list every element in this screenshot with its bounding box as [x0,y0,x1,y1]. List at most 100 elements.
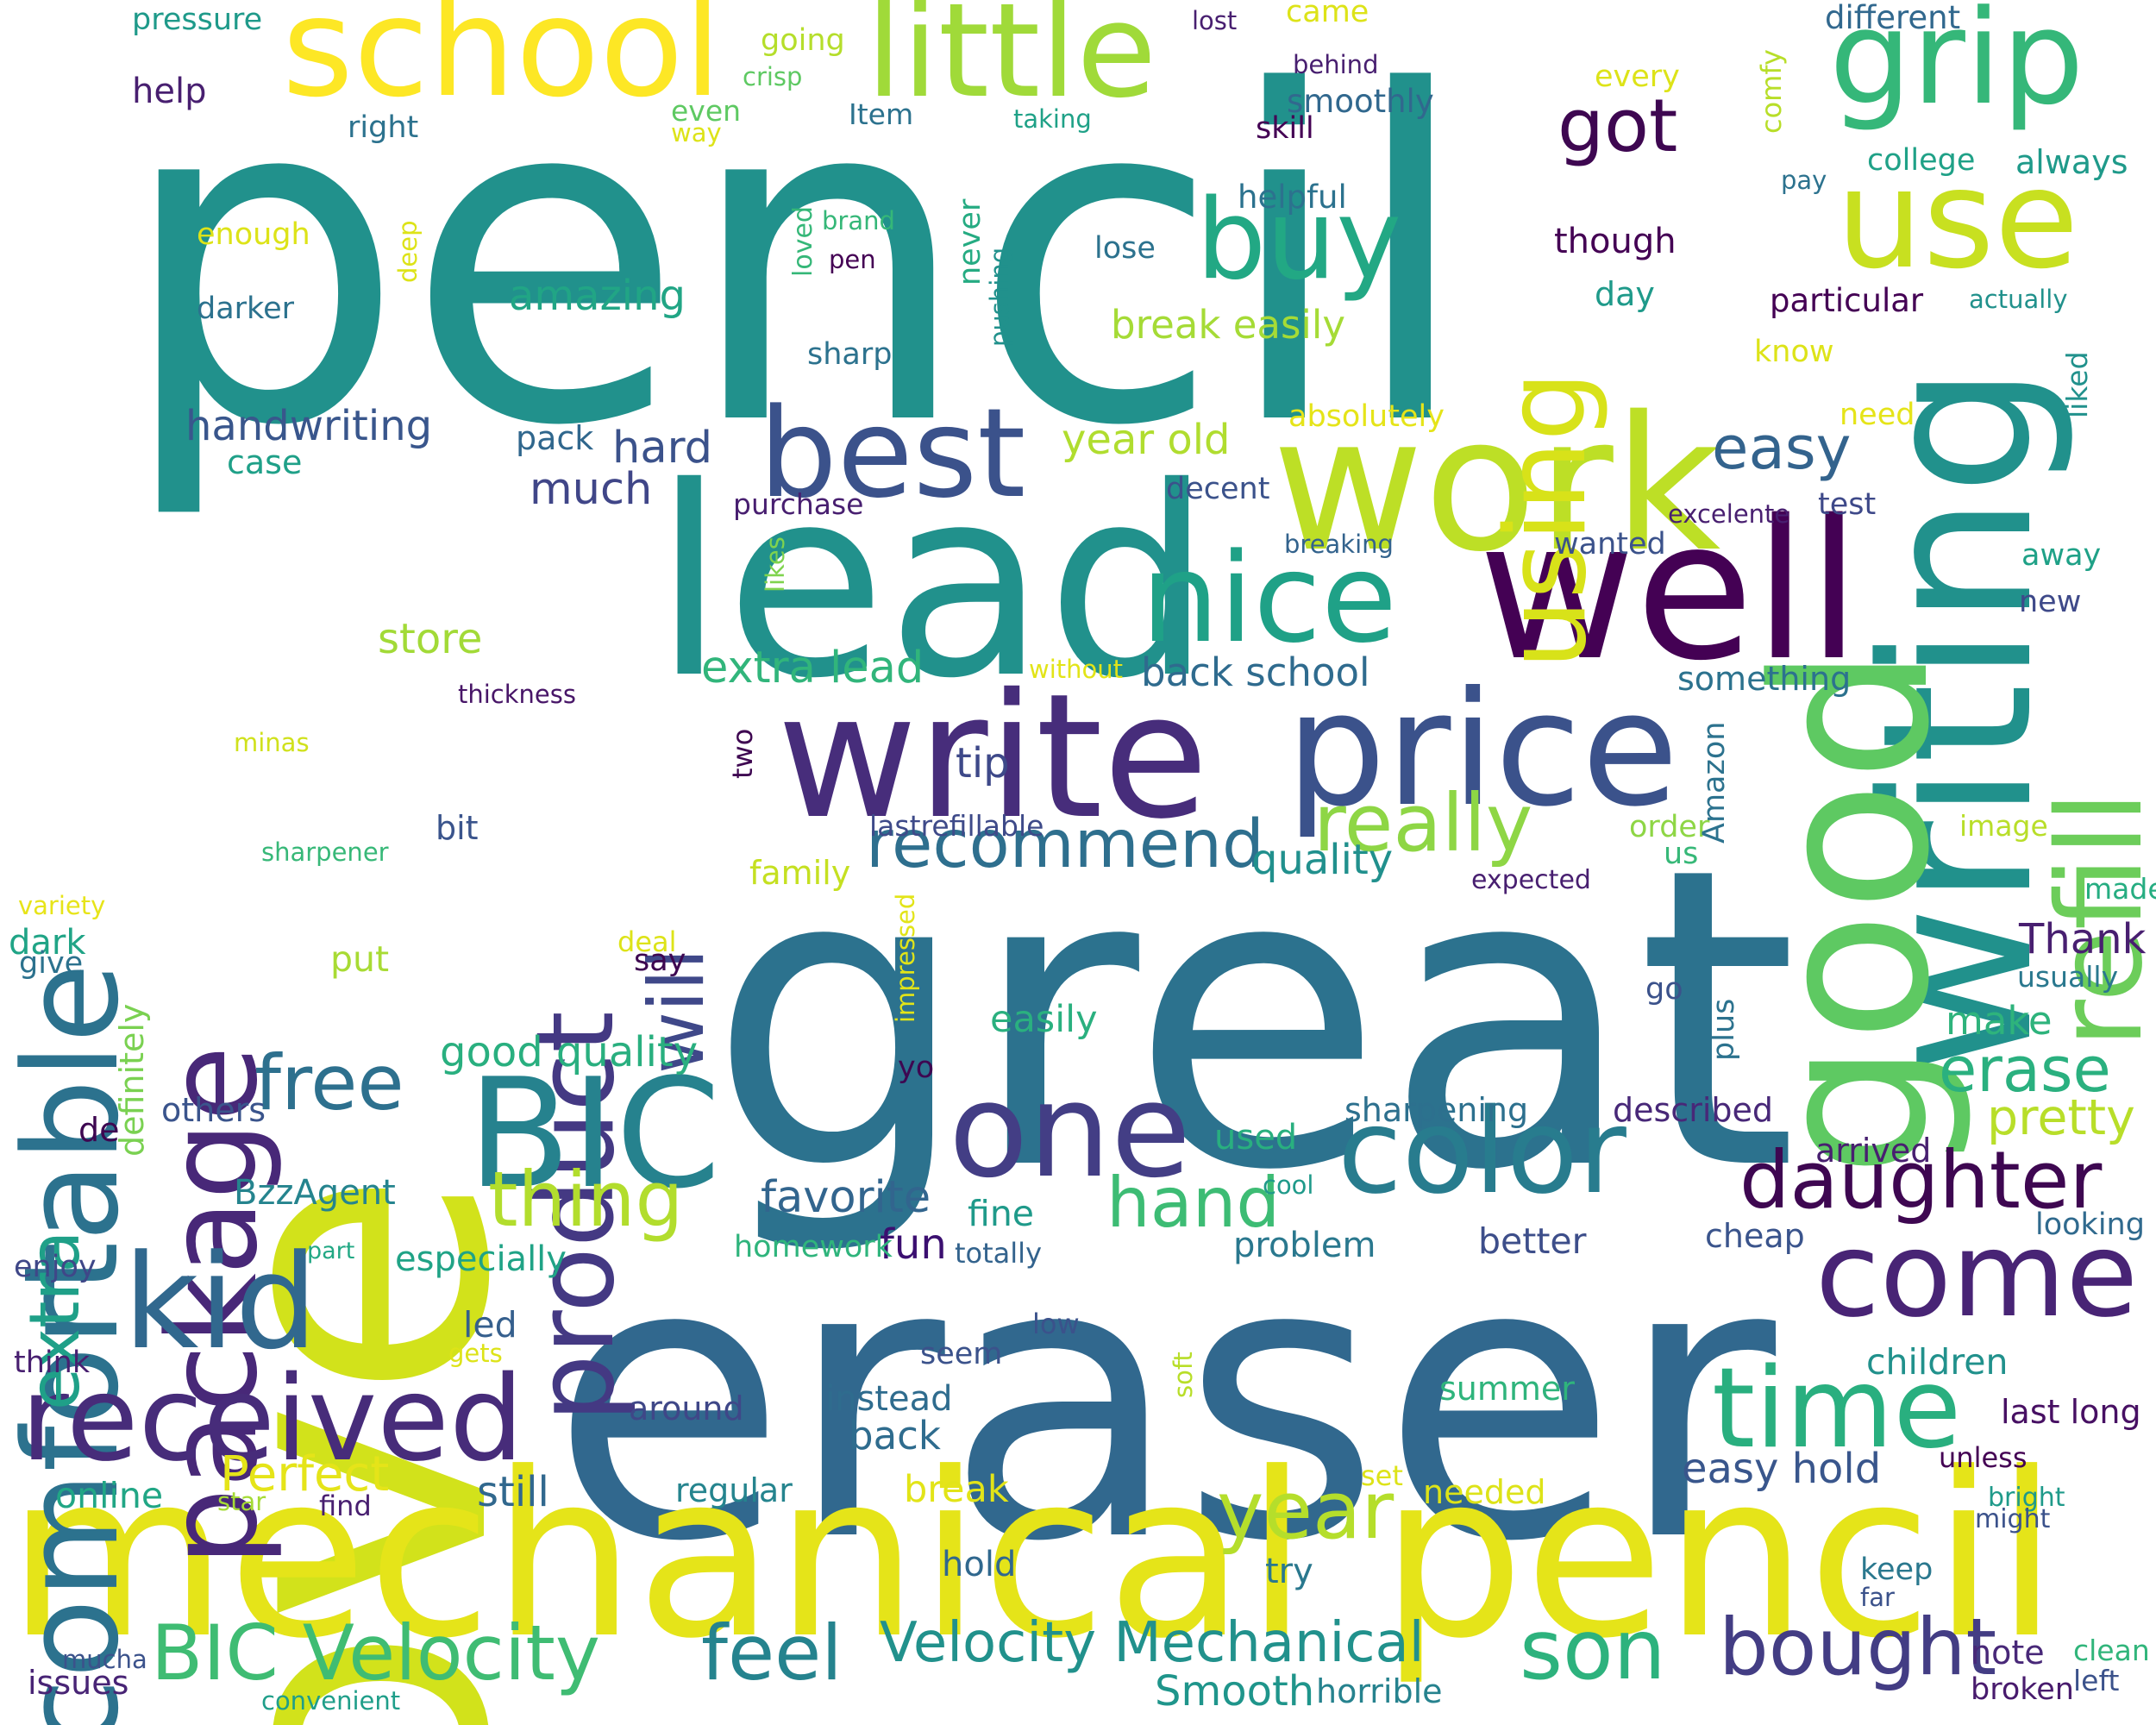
word-thing: thing [488,1155,684,1244]
word-horrible: horrible [1316,1672,1443,1710]
word-bit: bit [436,809,479,847]
word-even: even [671,94,742,128]
word-problem: problem [1233,1226,1376,1265]
word-color: color [1338,1084,1626,1220]
word-image: image [1959,809,2048,843]
word-break: break [904,1468,1009,1511]
word-bic-velocity: BIC Velocity [151,1609,600,1697]
word-hand: hand [1106,1163,1281,1243]
word-try: try [1265,1552,1313,1591]
word-amazing: amazing [509,272,686,320]
word-enough: enough [197,217,310,252]
word-something: something [1677,660,1852,698]
word-extra-lead: extra lead [701,643,924,693]
word-behind: behind [1293,50,1379,79]
word-breaking: breaking [1284,530,1394,559]
word-way: way [671,118,722,147]
word-far: far [1860,1583,1895,1612]
word-daughter: daughter [1739,1134,2103,1226]
word-broken: broken [1971,1672,2074,1707]
word-thickness: thickness [458,680,576,709]
word-still: still [477,1468,549,1516]
word-got: got [1557,84,1678,169]
word-son: son [1520,1602,1666,1698]
word-give: give [19,946,84,981]
word-say: say [634,944,686,978]
word-use: use [1836,140,2079,299]
word-note: note [1971,1634,2045,1672]
word-might: might [1975,1504,2051,1534]
word-come: come [1815,1208,2139,1344]
word-order: order [1629,810,1710,844]
word-bic: BIC [467,1047,721,1222]
word-last-long: last long [2001,1393,2141,1431]
word-purchase: purchase [733,487,864,521]
word-one: one [949,1055,1191,1207]
word-dark: dark [9,923,86,963]
word-seem: seem [920,1337,1003,1371]
word-really: really [1313,777,1533,869]
word-good-quality: good quality [440,1028,699,1076]
word-absolutely: absolutely [1288,399,1445,434]
word-pack: pack [516,419,594,457]
word-school: school [282,0,722,128]
word-low: low [1032,1308,1080,1340]
word-yo: yo [898,1051,935,1085]
word-expected: expected [1471,865,1591,895]
word-regular: regular [675,1471,793,1509]
word-need: need [1839,398,1915,432]
word-fun: fun [880,1220,947,1269]
word-cheap: cheap [1705,1217,1805,1255]
word-year: year [1217,1465,1395,1557]
word-lost: lost [1192,6,1238,35]
word-de: de [78,1111,120,1149]
word-buy: buy [1196,176,1402,304]
word-actually: actually [1969,285,2068,314]
word-put: put [330,938,390,980]
word-case: case [227,443,303,481]
word-test: test [1818,487,1877,522]
word-bright: bright [1988,1483,2065,1513]
word-smoothly: smoothly [1287,83,1434,120]
word-using: using [1482,371,1611,669]
word-easy-hold: easy hold [1682,1445,1882,1493]
word-nice: nice [1141,526,1397,670]
word-different: different [1825,0,1961,36]
word-work: work [1272,376,1721,593]
word-away: away [2021,538,2102,573]
word-loved: loved [788,206,818,277]
word-back-school: back school [1141,649,1370,695]
word-star: star [217,1487,266,1516]
word-quality: quality [1251,836,1394,884]
word-darker: darker [197,292,294,326]
word-grip: grip [1829,0,2084,134]
word-online: online [55,1475,164,1516]
word-usually: usually [2017,960,2119,994]
word-definitely: definitely [113,1003,151,1157]
word-deal: deal [617,925,677,958]
word-likes: likes [761,536,790,593]
word-break-easily: break easily [1111,302,1346,348]
word-keep: keep [1860,1552,1934,1587]
word-right: right [348,110,419,145]
word-pretty: pretty [1987,1089,2135,1146]
word-hold: hold [942,1545,1017,1584]
word-kid: kid [123,1226,318,1378]
word-find: find [319,1490,372,1522]
word-described: described [1613,1091,1773,1129]
word-mechanical-pencil: mechanical pencil [7,1425,2059,1689]
word-day: day [1595,275,1655,313]
word-item: Item [849,97,914,131]
word-gets: gets [448,1339,503,1368]
word-us: us [1664,837,1699,871]
word-comfy: comfy [1755,49,1788,134]
word-amazon: Amazon [1697,721,1732,844]
word-instead: instead [825,1379,953,1419]
word-left: left [2073,1664,2120,1697]
word-unless: unless [1939,1441,2028,1474]
word-lose: lose [1094,231,1156,266]
word-make: make [1946,998,2053,1044]
word-feel: feel [701,1609,843,1697]
word-used: used [1214,1118,1298,1157]
word-cool: cool [1263,1170,1314,1200]
